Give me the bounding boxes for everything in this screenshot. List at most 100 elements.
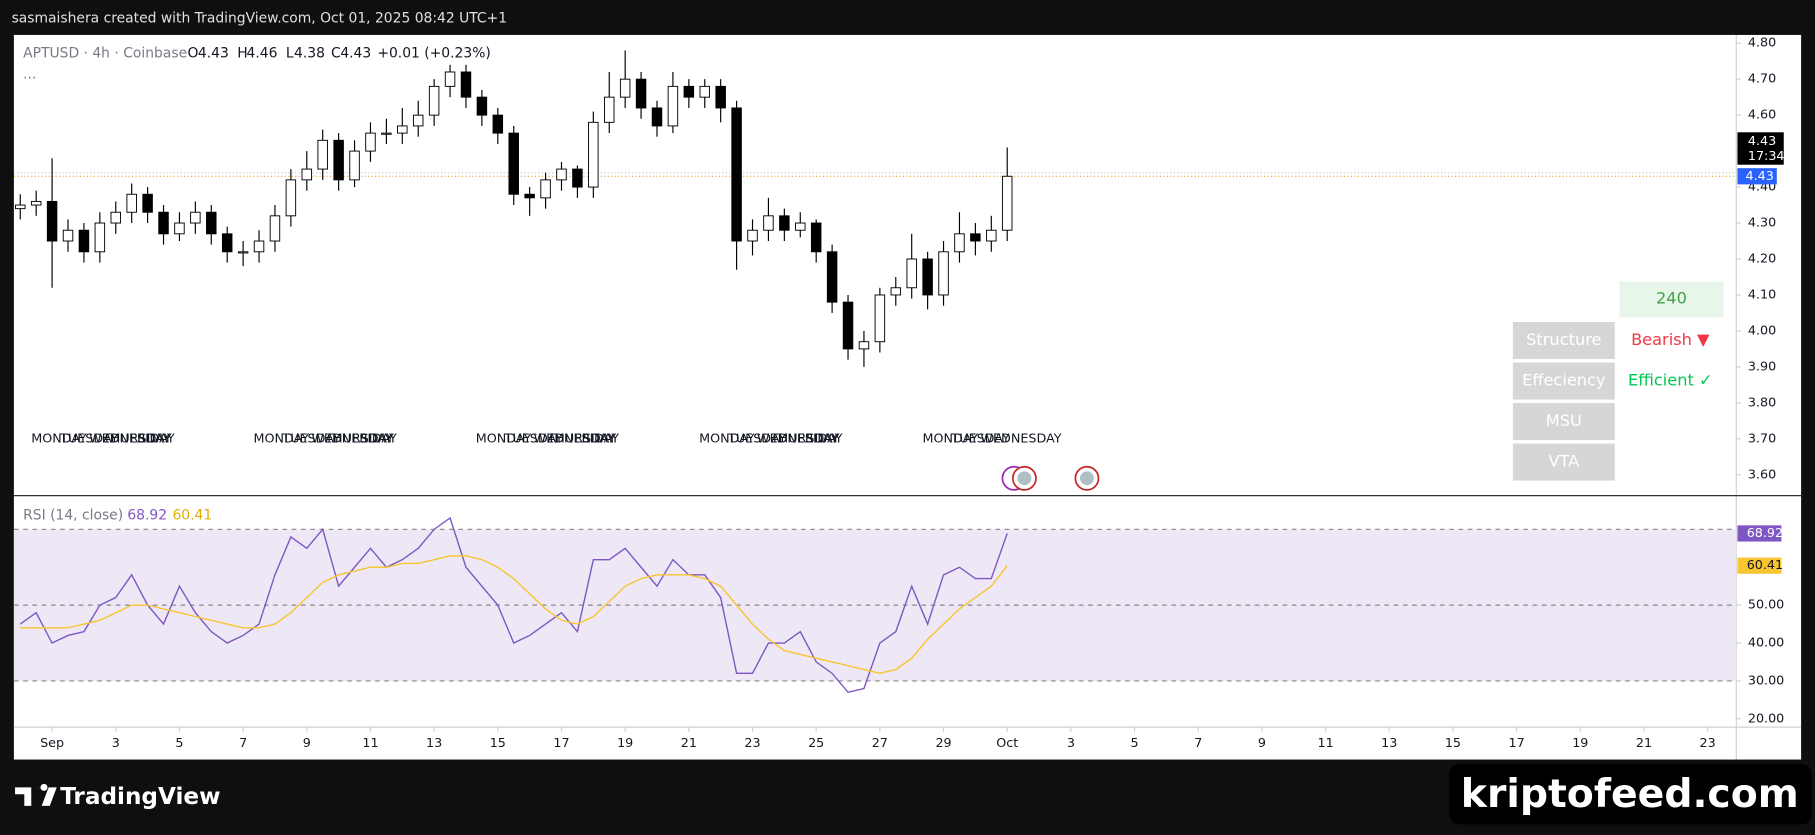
x-tick-label: 9: [1258, 736, 1266, 751]
day-label: FRIDAY: [130, 431, 175, 446]
day-label: WEDNESDAY: [311, 431, 392, 446]
candle-body: [1001, 175, 1013, 231]
y-tick-label: 3.60: [1748, 467, 1776, 482]
event-icons[interactable]: [1001, 465, 1100, 491]
candle-body: [556, 168, 567, 181]
ohlc-label: C: [331, 45, 341, 61]
ohlc-label: O: [188, 45, 199, 61]
countdown: 17:34: [1748, 149, 1785, 164]
candle-body: [906, 258, 917, 289]
last-price-label: 4.43: [1746, 169, 1774, 184]
timeframe: 240: [1656, 288, 1687, 307]
ohlc-value: 4.43: [340, 45, 371, 61]
x-tick-label: 19: [1572, 736, 1588, 751]
rsi-line: [19, 516, 1008, 694]
y-tick-label: 3.90: [1748, 359, 1776, 374]
candle-body: [540, 179, 551, 199]
candle-body: [30, 200, 42, 206]
candle-body: [874, 294, 886, 343]
x-tick-label: 5: [175, 736, 183, 751]
price-label-box: [1737, 132, 1784, 165]
candle-body: [365, 132, 376, 152]
value-label: 68.92: [1747, 526, 1783, 541]
x-tick-label: 19: [617, 736, 633, 751]
rsi-title: RSI (14, close): [23, 507, 123, 523]
x-tick-label: 15: [490, 736, 506, 751]
candle-body: [810, 222, 822, 253]
candle-body: [460, 71, 472, 98]
candle-body: [699, 85, 710, 98]
y-tick-label: 4.30: [1748, 216, 1776, 231]
candle-body: [492, 114, 504, 134]
x-tick-label: 21: [681, 736, 697, 751]
panel-status: Efficient ✓: [1628, 371, 1713, 390]
panel-cell: [1512, 322, 1615, 360]
watermark: kriptofeed.com: [1461, 771, 1799, 817]
candle-body: [428, 85, 440, 116]
candle-body: [349, 150, 360, 181]
tv-logo[interactable]: TradingView: [15, 783, 221, 810]
candle-body: [635, 78, 647, 109]
candle-body: [922, 258, 933, 296]
candle-body: [285, 179, 297, 217]
flag: [1017, 471, 1032, 486]
y-tick-label: 3.80: [1748, 395, 1776, 410]
panel-label: Effeciency: [1522, 371, 1606, 390]
candle-body: [269, 215, 281, 242]
day-label: FRIDAY: [798, 431, 843, 446]
candle-body: [763, 215, 774, 231]
candle-body: [970, 233, 981, 242]
x-tick-label: 9: [303, 736, 311, 751]
x-tick-label: 17: [553, 736, 569, 751]
candle-body: [842, 301, 854, 350]
candle-body: [158, 211, 169, 235]
candle-body: [381, 132, 392, 135]
x-tick-label: 11: [362, 736, 378, 751]
ohlc-value: 4.43: [198, 45, 229, 61]
x-tick-label: 23: [1700, 736, 1716, 751]
brand[interactable]: TradingView: [60, 784, 220, 810]
more[interactable]: ...: [23, 66, 36, 82]
ohlc-value: 4.46: [247, 45, 278, 61]
candle-body: [62, 229, 74, 242]
candle-body: [588, 121, 599, 188]
day-label: MONDAY: [31, 431, 87, 446]
x-tick-label: 17: [1509, 736, 1525, 751]
candle-body: [110, 211, 122, 224]
candle-body: [142, 193, 153, 213]
candle-body: [412, 114, 424, 127]
day-label: TUESDAY: [504, 431, 563, 446]
day-label: WEDNESDAY: [757, 431, 838, 446]
day-label: THURSDAY: [547, 431, 617, 446]
x-tick-label: 7: [1194, 736, 1202, 751]
panel-label: Structure: [1526, 330, 1601, 349]
day-label: MONDAY: [699, 431, 755, 446]
day-label: TUESDAY: [281, 431, 340, 446]
day-label: TUESDAY: [727, 431, 786, 446]
rsi-pane: [13, 516, 1737, 694]
candle-body: [858, 341, 870, 350]
panel-cell: [1619, 281, 1724, 318]
axes: 3.603.703.803.904.004.104.204.304.404.50…: [40, 36, 1784, 751]
y-tick-label: 4.70: [1748, 72, 1776, 87]
caption: sasmaishera created with TradingView.com…: [12, 11, 507, 27]
candle-body: [476, 96, 488, 116]
candle-body: [619, 78, 631, 98]
x-tick-label: 21: [1636, 736, 1652, 751]
ohlc-label: H: [237, 45, 247, 61]
candle-body: [15, 204, 26, 210]
candle-body: [221, 233, 233, 253]
y-tick-label: 4.20: [1748, 251, 1776, 266]
day-label: MONDAY: [476, 431, 532, 446]
x-tick-label: 3: [112, 736, 120, 751]
watermark-box: [1449, 764, 1812, 825]
candle-body: [46, 200, 58, 242]
x-tick-label: 25: [808, 736, 824, 751]
candle-body: [174, 222, 185, 235]
y-tick-label: 4.10: [1748, 287, 1776, 302]
panel-label: VTA: [1548, 452, 1579, 471]
candle-body: [779, 215, 790, 231]
price-label: 4.43: [1748, 134, 1776, 149]
